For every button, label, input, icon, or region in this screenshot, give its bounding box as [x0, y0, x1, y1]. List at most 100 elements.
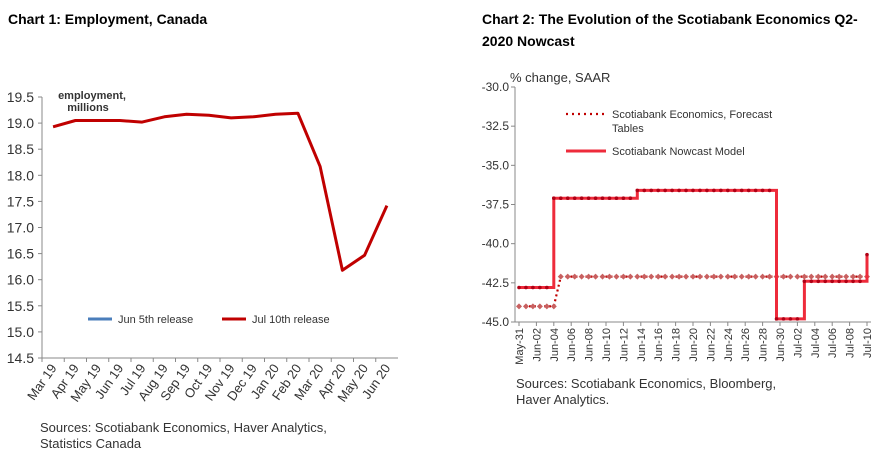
forecast-point	[829, 273, 836, 280]
forecast-point	[843, 273, 850, 280]
x-tick-label: Jun-08	[584, 328, 596, 362]
forecast-point	[522, 303, 529, 310]
chart2-source-line: Sources: Scotiabank Economics, Bloomberg…	[516, 376, 777, 391]
forecast-point	[585, 273, 592, 280]
nowcast-point	[851, 279, 855, 284]
nowcast-point	[691, 188, 695, 193]
x-tick-label: Jun-26	[740, 328, 752, 362]
forecast-point	[599, 273, 606, 280]
nowcast-point	[545, 285, 549, 290]
forecast-point	[620, 273, 627, 280]
y-tick-label: -30.0	[482, 80, 510, 94]
y-tick-label: 15.5	[7, 298, 34, 314]
legend-label: Tables	[612, 123, 644, 135]
forecast-point	[745, 273, 752, 280]
y-tick-label: 17.0	[7, 220, 34, 236]
annotation-line: millions	[67, 102, 109, 114]
x-tick-label: Jun-14	[636, 328, 648, 362]
forecast-point	[794, 273, 801, 280]
forecast-point	[683, 273, 690, 280]
annotation-line: employment,	[58, 90, 126, 102]
nowcast-point	[663, 188, 667, 193]
y-axis-label: % change, SAAR	[510, 70, 610, 85]
nowcast-point	[719, 188, 723, 193]
x-tick-label: Jul-02	[792, 328, 804, 358]
nowcast-point	[795, 317, 800, 321]
forecast-point	[717, 273, 724, 280]
nowcast-point	[802, 279, 807, 284]
nowcast-point	[739, 188, 744, 193]
nowcast-point	[565, 196, 570, 201]
y-tick-label: -42.5	[482, 276, 510, 290]
forecast-point	[578, 273, 585, 280]
nowcast-point	[767, 188, 772, 193]
chart1-source-line: Sources: Scotiabank Economics, Haver Ana…	[40, 420, 327, 435]
nowcast-point	[579, 196, 584, 201]
forecast-point	[571, 273, 578, 280]
nowcast-point	[865, 252, 869, 257]
forecast-point	[676, 273, 683, 280]
legend-label: Scotiabank Nowcast Model	[612, 146, 745, 158]
x-tick-label: Jul-06	[827, 328, 839, 358]
nowcast-point	[614, 196, 619, 201]
nowcast-point	[642, 188, 647, 193]
forecast-point	[801, 273, 808, 280]
x-tick-label: Jul-04	[810, 328, 822, 358]
nowcast-point	[698, 188, 702, 193]
forecast-point	[662, 273, 669, 280]
nowcast-point	[809, 279, 814, 284]
nowcast-point	[788, 317, 793, 321]
forecast-point	[634, 273, 641, 280]
nowcast-point	[628, 196, 633, 201]
x-tick-label: Jun-18	[671, 328, 683, 362]
nowcast-point	[844, 279, 848, 284]
y-tick-label: 16.0	[7, 272, 34, 288]
forecast-point	[529, 303, 536, 310]
nowcast-point	[705, 188, 709, 193]
series-line	[52, 111, 389, 272]
nowcast-point	[712, 188, 716, 193]
y-tick-label: 18.0	[7, 167, 34, 183]
forecast-point	[850, 273, 857, 280]
nowcast-point	[538, 285, 542, 290]
forecast-point	[648, 273, 655, 280]
nowcast-point	[830, 279, 834, 284]
nowcast-point	[732, 188, 737, 193]
forecast-point	[710, 273, 717, 280]
nowcast-point	[656, 188, 660, 193]
nowcast-point	[837, 279, 841, 284]
nowcast-point	[593, 196, 598, 201]
y-tick-label: 19.5	[7, 89, 34, 105]
y-tick-label: -32.5	[482, 119, 510, 133]
forecast-point	[703, 273, 710, 280]
nowcast-point	[684, 188, 688, 193]
y-tick-label: 16.5	[7, 246, 34, 262]
forecast-point	[606, 273, 613, 280]
forecast-point	[766, 273, 773, 280]
forecast-point	[592, 273, 599, 280]
forecast-point	[655, 273, 662, 280]
chart1-source: Sources: Scotiabank Economics, Haver Ana…	[40, 420, 327, 452]
x-tick-label: Jun-06	[566, 328, 578, 362]
y-tick-label: 17.5	[7, 193, 34, 209]
nowcast-point	[816, 279, 821, 284]
forecast-point	[857, 273, 864, 280]
y-tick-label: 18.5	[7, 141, 34, 157]
forecast-point	[543, 303, 550, 310]
x-tick-label: Jun-02	[531, 328, 543, 362]
x-tick-label: Jun-28	[758, 328, 770, 362]
x-tick-label: May-31	[514, 328, 526, 365]
forecast-point	[738, 273, 745, 280]
forecast-point	[690, 273, 696, 280]
nowcast-point	[586, 196, 591, 201]
chart2-source: Sources: Scotiabank Economics, Bloomberg…	[516, 376, 776, 408]
nowcast-point	[558, 196, 563, 201]
legend-label: Scotiabank Economics, Forecast	[612, 109, 772, 121]
forecast-point	[787, 273, 794, 280]
y-tick-label: -45.0	[482, 315, 510, 329]
chart2-source-line: Haver Analytics.	[516, 392, 610, 407]
nowcast-point	[572, 196, 577, 201]
x-tick-label: Jun-12	[618, 328, 630, 362]
forecast-point	[536, 303, 543, 310]
forecast-point	[669, 273, 676, 280]
